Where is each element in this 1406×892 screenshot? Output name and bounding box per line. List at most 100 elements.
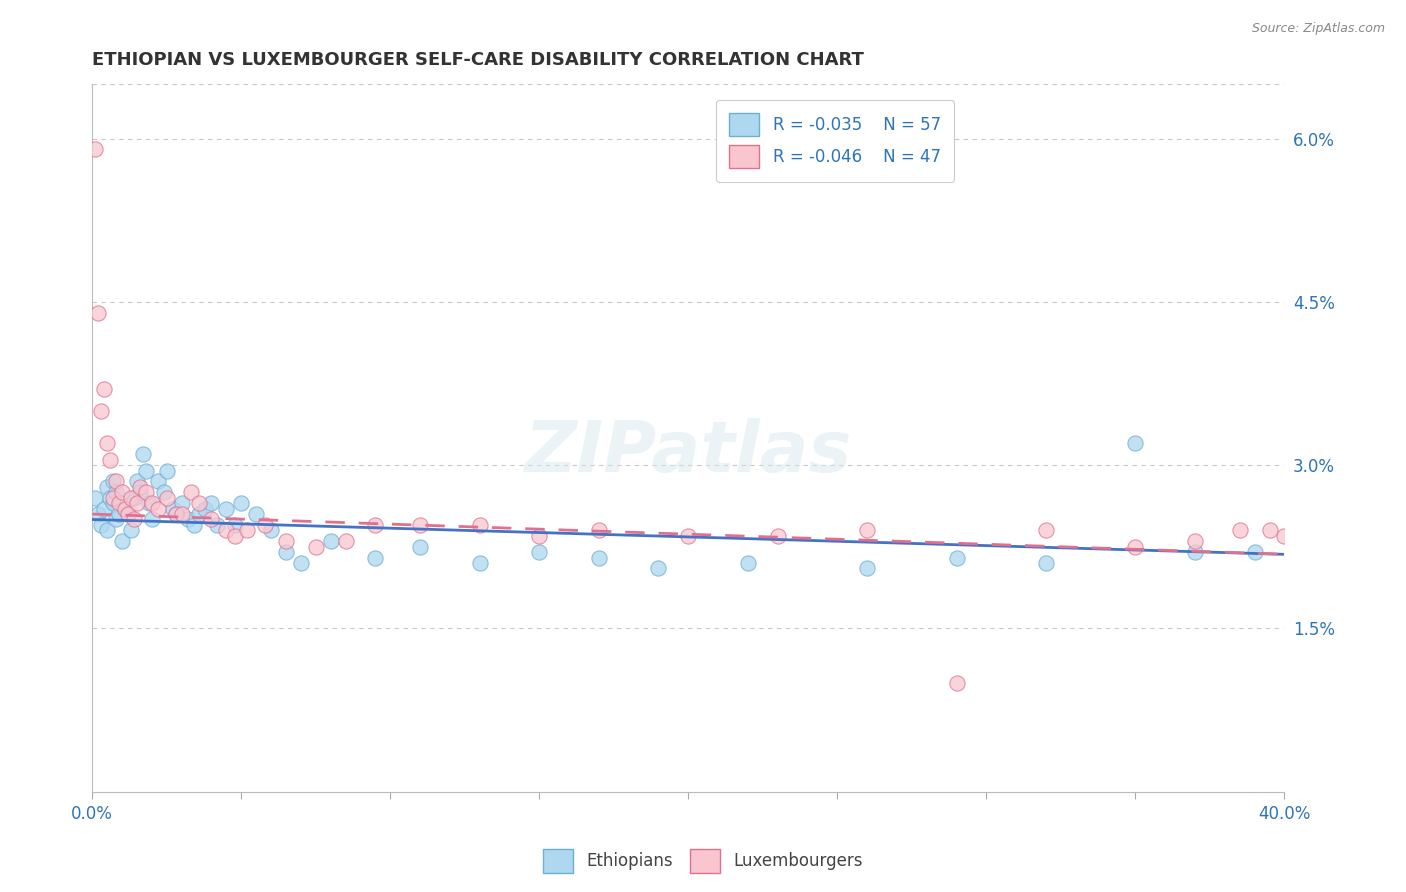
Point [128,480,150,494]
Point [274,545,297,559]
Point [856,524,879,538]
Point [87,507,110,521]
Point [945,675,967,690]
Point [96,524,118,538]
Point [856,561,879,575]
Point [1125,436,1147,450]
Point [125,475,148,489]
Point [165,507,187,521]
Point [156,491,179,505]
Point [105,475,128,489]
Point [245,507,267,521]
Point [101,496,124,510]
Point [122,491,145,505]
Point [93,501,115,516]
Point [335,534,357,549]
Point [98,452,121,467]
Point [120,491,142,505]
Point [111,496,134,510]
Point [165,507,187,521]
Point [468,556,491,570]
Point [98,491,121,505]
Point [141,496,163,510]
Text: Source: ZipAtlas.com: Source: ZipAtlas.com [1251,22,1385,36]
Point [135,485,157,500]
Point [101,491,124,505]
Point [254,517,277,532]
Point [128,485,150,500]
Point [108,507,131,521]
Point [188,496,211,510]
Point [1274,529,1296,543]
Point [231,496,253,510]
Point [188,507,211,521]
Point [93,382,115,396]
Point [146,501,169,516]
Point [1035,556,1057,570]
Point [588,550,610,565]
Point [162,501,184,516]
Point [180,485,202,500]
Point [224,517,246,532]
Point [1125,540,1147,554]
Point [111,485,134,500]
Point [183,517,205,532]
Point [224,529,246,543]
Point [678,529,700,543]
Legend: Ethiopians, Luxembourgers: Ethiopians, Luxembourgers [537,842,869,880]
Point [200,496,222,510]
Point [105,485,128,500]
Point [101,475,124,489]
Point [138,496,160,510]
Text: ETHIOPIAN VS LUXEMBOURGER SELF-CARE DISABILITY CORRELATION CHART: ETHIOPIAN VS LUXEMBOURGER SELF-CARE DISA… [93,51,865,69]
Point [1243,545,1265,559]
Point [117,507,139,521]
Point [132,447,155,461]
Point [260,524,283,538]
Point [409,540,432,554]
Point [364,517,387,532]
Point [290,556,312,570]
Point [529,545,551,559]
Point [194,501,217,516]
Text: ZIPatlas: ZIPatlas [524,417,852,486]
Point [170,496,193,510]
Point [141,512,163,526]
Point [87,306,110,320]
Point [96,436,118,450]
Point [588,524,610,538]
Point [135,463,157,477]
Point [170,507,193,521]
Point [108,496,131,510]
Point [737,556,759,570]
Point [529,529,551,543]
Point [1258,524,1281,538]
Point [152,485,174,500]
Point [90,517,112,532]
Point [90,403,112,417]
Point [319,534,342,549]
Point [117,507,139,521]
Point [1184,534,1206,549]
Point [1184,545,1206,559]
Point [468,517,491,532]
Point [146,475,169,489]
Point [207,517,229,532]
Point [1035,524,1057,538]
Point [945,550,967,565]
Point [114,501,136,516]
Legend: R = -0.035    N = 57, R = -0.046    N = 47: R = -0.035 N = 57, R = -0.046 N = 47 [716,100,955,182]
Point [409,517,432,532]
Point [766,529,789,543]
Point [215,524,238,538]
Point [176,512,198,526]
Point [122,512,145,526]
Point [274,534,297,549]
Point [84,491,107,505]
Point [96,480,118,494]
Point [236,524,259,538]
Point [125,496,148,510]
Point [114,501,136,516]
Point [84,143,107,157]
Point [105,512,128,526]
